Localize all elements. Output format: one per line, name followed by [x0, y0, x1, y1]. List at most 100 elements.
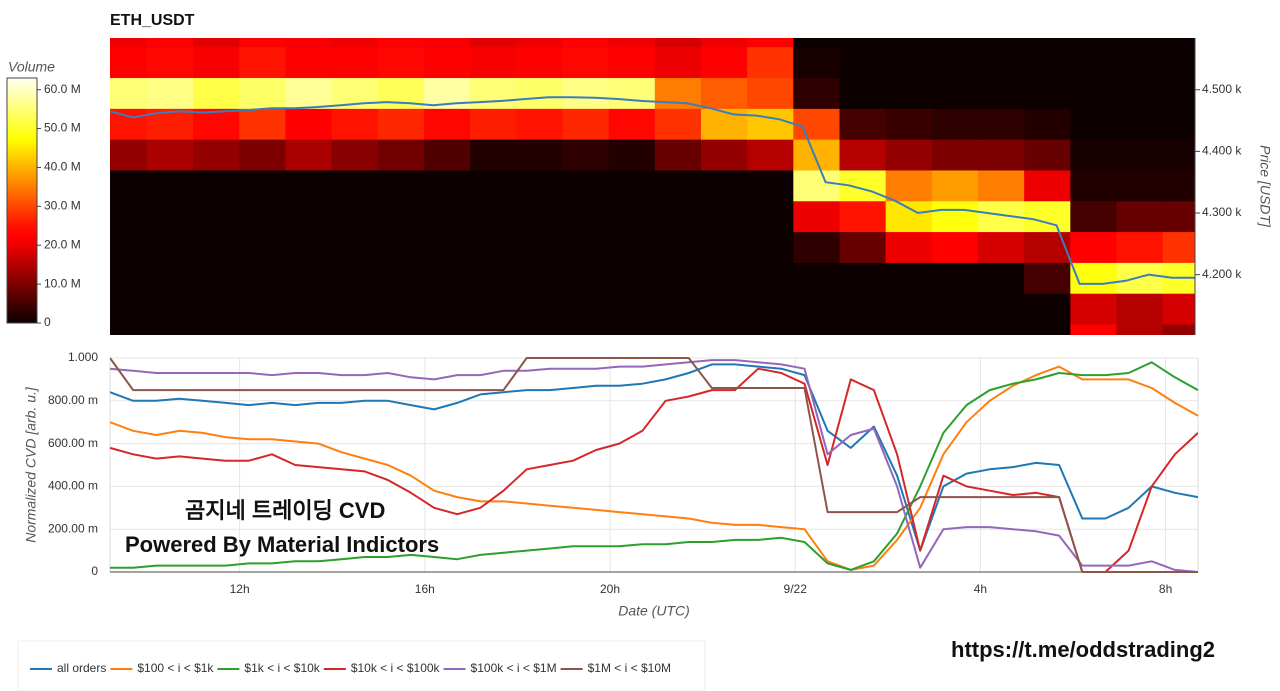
heatmap-cell — [516, 200, 564, 233]
heatmap-cell — [285, 169, 333, 202]
y-tick-label: 600.00 m — [48, 436, 98, 450]
x-tick-label: 16h — [415, 582, 435, 596]
heatmap-cell — [110, 139, 148, 171]
x-axis-title: Date (UTC) — [618, 603, 690, 619]
heatmap-cell — [331, 108, 379, 140]
heatmap-cell — [516, 262, 564, 294]
y-axis-title: Normalized CVD [arb. u.] — [23, 386, 39, 543]
annotation: https://t.me/oddstrading2 — [951, 637, 1215, 662]
heatmap-cell — [285, 293, 333, 325]
colorbar-tick-label: 40.0 M — [44, 160, 81, 174]
heatmap-cell — [700, 169, 748, 202]
heatmap-cell — [377, 139, 425, 171]
heatmap-cell — [1070, 139, 1118, 171]
heatmap-cell — [110, 169, 148, 202]
heatmap-cell — [377, 293, 425, 325]
heatmap-cell — [285, 262, 333, 294]
heatmap-cell — [978, 139, 1025, 171]
heatmap-cell — [470, 293, 517, 325]
heatmap-cell — [1070, 46, 1118, 79]
heatmap-cell — [110, 323, 148, 335]
heatmap-cell — [700, 262, 748, 294]
heatmap-cell — [110, 38, 148, 48]
heatmap-cell — [839, 46, 887, 79]
heatmap-cell — [239, 108, 287, 140]
heatmap-cell — [1070, 231, 1118, 263]
annotation: Powered By Material Indictors — [125, 532, 439, 557]
heatmap-cell — [1070, 293, 1118, 325]
x-tick-label: 20h — [600, 582, 620, 596]
heatmap-cell — [608, 139, 656, 171]
heatmap-cell — [793, 323, 841, 335]
heatmap-cell — [331, 323, 379, 335]
heatmap-cell — [239, 139, 287, 171]
heatmap-cell — [285, 77, 333, 109]
price-line — [110, 96, 1195, 285]
heatmap-cell — [423, 108, 471, 140]
heatmap-cell — [885, 323, 933, 335]
heatmap-cell — [747, 46, 794, 79]
heatmap-cell — [885, 77, 933, 109]
heatmap-cell — [285, 38, 333, 48]
legend-box — [17, 640, 706, 691]
heatmap-cell — [239, 293, 287, 325]
heatmap-cell — [470, 323, 517, 335]
heatmap-cell — [978, 231, 1025, 263]
heatmap-cell — [1116, 200, 1164, 233]
heatmap-cell — [423, 200, 471, 233]
x-tick-label: 8h — [1159, 582, 1172, 596]
heatmap-cell — [839, 139, 887, 171]
heatmap-cell — [377, 323, 425, 335]
heatmap-cell — [608, 323, 656, 335]
heatmap-cell — [470, 77, 517, 109]
heatmap-cell — [1162, 38, 1195, 48]
heatmap-cell — [978, 108, 1025, 140]
heatmap-cell — [700, 293, 748, 325]
heatmap-cell — [931, 200, 979, 233]
heatmap-cell — [931, 108, 979, 140]
heatmap-cell — [562, 231, 610, 263]
legend-label: all orders — [57, 661, 106, 675]
heatmap-cell — [239, 200, 287, 233]
heatmap-cell — [1162, 46, 1195, 79]
heatmap-cell — [516, 169, 564, 202]
heatmap-cell — [654, 38, 702, 48]
heatmap-cell — [700, 231, 748, 263]
heatmap-cell — [931, 262, 979, 294]
heatmap-cell — [608, 108, 656, 140]
heatmap-cell — [654, 231, 702, 263]
heatmap-cell — [839, 77, 887, 109]
heatmap-cell — [1070, 169, 1118, 202]
heatmap-cell — [793, 77, 841, 109]
heatmap-cell — [978, 323, 1025, 335]
heatmap-cell — [1116, 169, 1164, 202]
legend-label: $1M < i < $10M — [588, 661, 671, 675]
heatmap-cell — [1162, 77, 1195, 109]
heatmap-cell — [978, 38, 1025, 48]
heatmap-cell — [562, 262, 610, 294]
chart-title: ETH_USDT — [110, 12, 195, 29]
heatmap-cell — [239, 38, 287, 48]
heatmap-cell — [285, 200, 333, 233]
heatmap-cell — [146, 139, 194, 171]
colorbar — [6, 77, 38, 324]
heatmap-cell — [839, 108, 887, 140]
heatmap-cell — [608, 77, 656, 109]
heatmap-cell — [423, 262, 471, 294]
heatmap-cell — [931, 38, 979, 48]
heatmap-cell — [516, 38, 564, 48]
heatmap-cell — [747, 262, 794, 294]
y-tick-label: 800.00 m — [48, 393, 98, 407]
series-line — [110, 361, 1198, 571]
heatmap-cell — [470, 200, 517, 233]
heatmap-cell — [239, 77, 287, 109]
heatmap-cell — [470, 262, 517, 294]
heatmap-cell — [331, 169, 379, 202]
heatmap-cell — [747, 323, 794, 335]
heatmap-cell — [700, 46, 748, 79]
heatmap-cell — [931, 46, 979, 79]
heatmap-cell — [885, 169, 933, 202]
heatmap-cell — [1162, 139, 1195, 171]
heatmap-cell — [608, 38, 656, 48]
